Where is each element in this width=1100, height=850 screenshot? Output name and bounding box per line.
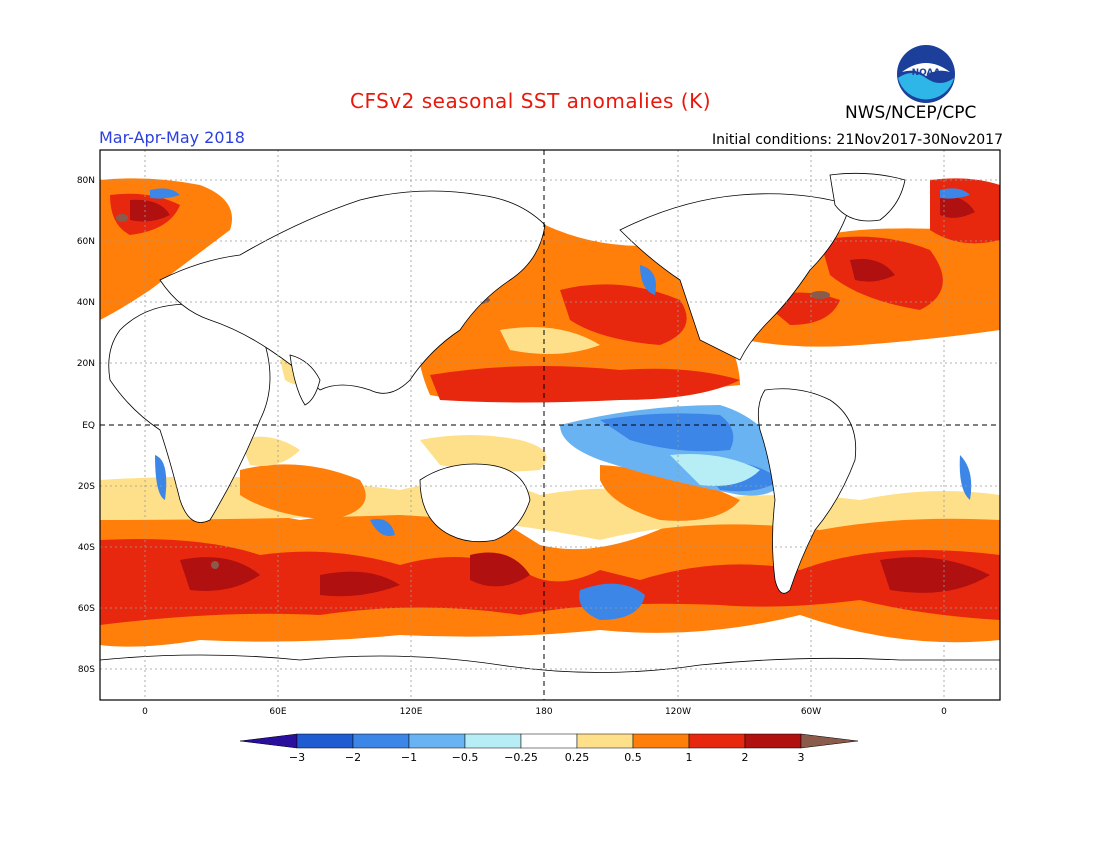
colorbar-segment xyxy=(464,733,522,749)
latitude-labels: 80N 60N 40N 20N EQ 20S 40S 60S 80S xyxy=(77,176,95,675)
colorbar-arrow-high xyxy=(800,733,859,749)
lat-label: 40N xyxy=(77,298,95,308)
lat-label: 80S xyxy=(78,665,95,675)
lon-label: 0 xyxy=(142,707,148,717)
colorbar-segment xyxy=(632,733,690,749)
lon-label: 60E xyxy=(269,707,286,717)
colorbar-segment xyxy=(408,733,466,749)
colorbar-label: −2 xyxy=(345,751,361,764)
map-title: CFSv2 seasonal SST anomalies (K) xyxy=(350,89,711,113)
colorbar: −3 −2 −1 −0.5 −0.25 0.25 0.5 1 2 3 xyxy=(239,733,859,764)
lat-label: 80N xyxy=(77,176,95,186)
lat-label: 40S xyxy=(78,543,95,553)
lat-label: 60S xyxy=(78,604,95,614)
colorbar-segment xyxy=(688,733,746,749)
longitude-labels: 0 60E 120E 180 120W 60W 0 xyxy=(142,707,947,717)
colorbar-label: −3 xyxy=(289,751,305,764)
equator-dateline xyxy=(100,150,1000,700)
colorbar-label: 1 xyxy=(686,751,693,764)
noaa-logo-icon: NOAA xyxy=(897,45,955,103)
colorbar-segment xyxy=(352,733,410,749)
svg-text:NOAA: NOAA xyxy=(912,68,941,78)
colorbar-label: 3 xyxy=(798,751,805,764)
organization-label: NWS/NCEP/CPC xyxy=(845,103,977,123)
lon-label: 60W xyxy=(801,707,821,717)
map-frame xyxy=(99,149,1001,701)
colorbar-label: −0.25 xyxy=(504,751,538,764)
lon-label: 120W xyxy=(665,707,691,717)
lon-label: 120E xyxy=(400,707,423,717)
lat-label: 60N xyxy=(77,237,95,247)
colorbar-segment xyxy=(520,733,578,749)
colorbar-label: −1 xyxy=(401,751,417,764)
lat-label: 20S xyxy=(78,482,95,492)
colorbar-label: 0.25 xyxy=(565,751,590,764)
colorbar-segment xyxy=(744,733,802,749)
colorbar-label: −0.5 xyxy=(452,751,479,764)
lat-label: 20N xyxy=(77,359,95,369)
colorbar-segment xyxy=(576,733,634,749)
continent-outlines xyxy=(100,172,1000,700)
lat-label: EQ xyxy=(82,421,95,431)
season-label: Mar-Apr-May 2018 xyxy=(99,128,245,147)
lon-label: 180 xyxy=(535,707,552,717)
colorbar-arrow-low xyxy=(239,733,298,749)
colorbar-segment xyxy=(296,733,354,749)
colorbar-label: 2 xyxy=(742,751,749,764)
colorbar-label: 0.5 xyxy=(624,751,642,764)
lon-label: 0 xyxy=(941,707,947,717)
initial-conditions-label: Initial conditions: 21Nov2017-30Nov2017 xyxy=(712,132,1003,148)
